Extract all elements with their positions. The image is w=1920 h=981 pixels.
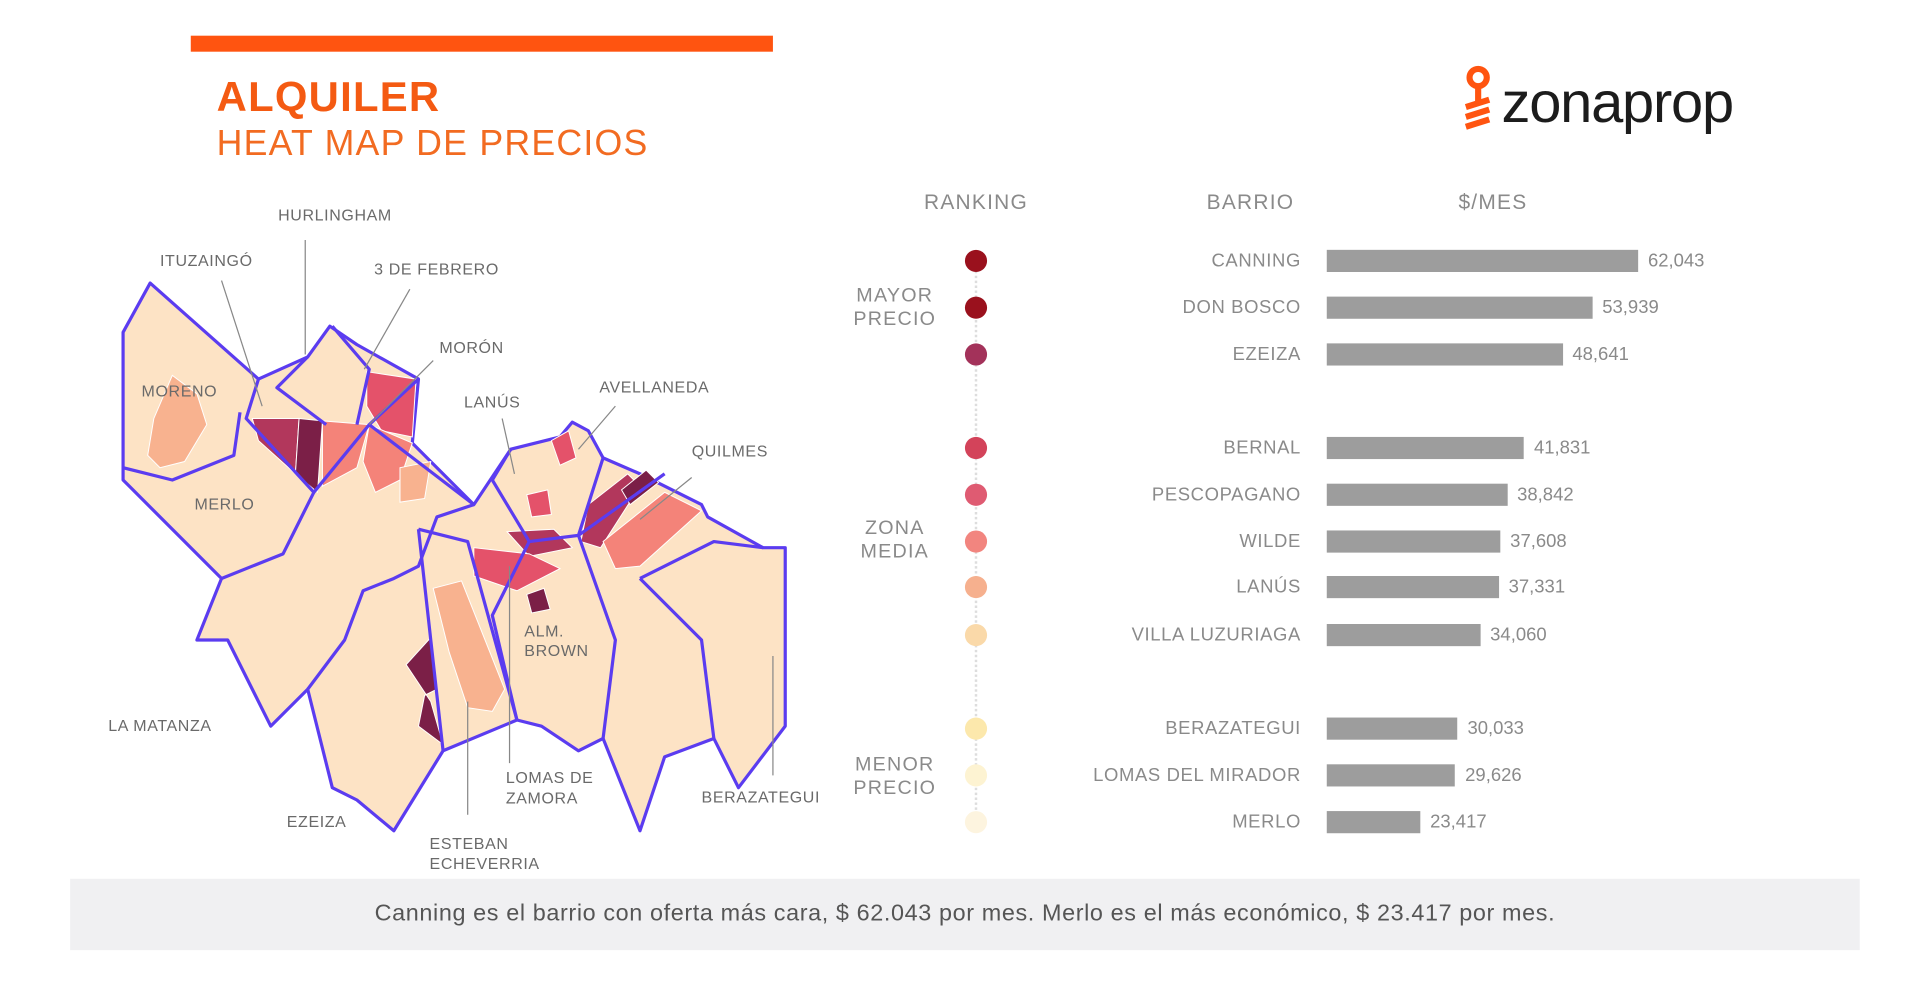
price-value: 53,939 [1602, 297, 1659, 319]
rank-dot [964, 717, 988, 740]
barrio-label: EZEIZA [1232, 344, 1301, 365]
summary-text: Canning es el barrio con oferta más cara… [374, 900, 1556, 927]
rank-dot [964, 343, 988, 366]
group-label-line: MAYOR [856, 285, 934, 307]
map-labels: HURLINGHAM ITUZAINGÓ 3 DE FEBRERO MORÓN … [108, 207, 821, 873]
zonaprop-logo: zonaprop [1462, 62, 1735, 141]
price-value: 23,417 [1430, 811, 1487, 833]
patch-lanus-small [526, 489, 552, 518]
patch-hurlingham [294, 417, 323, 494]
label-ezeiza: EZEIZA [287, 814, 347, 831]
label-lanus: LANÚS [464, 392, 520, 411]
barrio-label: PESCOPAGANO [1151, 484, 1301, 506]
district-borders [122, 325, 764, 751]
group-label-zona-media: ZONA MEDIA [833, 517, 956, 564]
header-barrio: BARRIO [1206, 190, 1295, 215]
rank-dot [964, 483, 988, 506]
price-value: 37,608 [1510, 531, 1567, 553]
label-alm-brown: ALM. [524, 623, 564, 640]
price-value: 37,331 [1508, 576, 1566, 598]
label-3-de-febrero: 3 DE FEBRERO [374, 261, 499, 278]
logo-text: zonaprop [1501, 68, 1735, 134]
leader-lines [220, 240, 774, 815]
price-bar [1326, 530, 1501, 553]
barrio-label: LOMAS DEL MIRADOR [1093, 764, 1301, 786]
price-bar [1326, 717, 1458, 740]
accent-bar [190, 35, 773, 52]
group-label-line: PRECIO [853, 777, 937, 799]
price-bar [1326, 343, 1563, 366]
price-bar [1326, 249, 1639, 273]
key-icon [1464, 65, 1491, 130]
group-label-line: PRECIO [853, 308, 937, 330]
barrio-label: LANÚS [1236, 576, 1301, 598]
barrio-label: BERAZATEGUI [1165, 718, 1301, 740]
barrio-label: MERLO [1232, 811, 1301, 833]
label-hurlingham: HURLINGHAM [278, 207, 392, 224]
label-alm-brown: BROWN [524, 643, 588, 660]
label-quilmes: QUILMES [692, 444, 768, 461]
patch-moreno [147, 374, 208, 469]
group-label-mayor-precio: MAYOR PRECIO [833, 284, 956, 331]
price-value: 30,033 [1467, 718, 1524, 740]
label-la-matanza: LA MATANZA [108, 718, 211, 735]
label-lomas-de-zamora: LOMAS DE [506, 770, 594, 787]
price-value: 41,831 [1533, 437, 1591, 459]
label-avellaneda: AVELLANEDA [599, 380, 709, 397]
patch-lanus-wine [506, 528, 574, 557]
barrio-label: BERNAL [1223, 437, 1301, 459]
patch-wilde [602, 491, 703, 570]
rank-dot [964, 249, 988, 273]
group-label-line: MENOR [855, 754, 935, 776]
price-value: 48,641 [1572, 344, 1629, 365]
header-price: $/MES [1458, 190, 1528, 215]
rank-dot [964, 436, 988, 460]
price-value: 29,626 [1465, 764, 1522, 786]
price-bar [1326, 764, 1456, 787]
label-merlo: MERLO [194, 497, 254, 514]
barrio-label: WILDE [1239, 531, 1301, 553]
label-moreno: MORENO [142, 383, 218, 400]
label-moron: MORÓN [439, 338, 503, 357]
price-bar [1326, 296, 1593, 319]
page-title: ALQUILER [216, 73, 441, 121]
group-label-menor-precio: MENOR PRECIO [833, 753, 956, 800]
price-bar [1326, 436, 1525, 460]
price-bar [1326, 624, 1481, 647]
price-value: 62,043 [1647, 250, 1705, 272]
patch-echeverria-peach [432, 580, 506, 712]
patch-lomas-dark [526, 587, 551, 614]
price-bar [1326, 483, 1508, 506]
price-bar [1326, 811, 1421, 834]
label-berazategui: BERAZATEGUI [702, 789, 821, 806]
label-lomas-de-zamora: ZAMORA [506, 791, 578, 808]
patch-avellaneda [550, 430, 577, 466]
rank-dot [964, 764, 988, 787]
header-ranking: RANKING [924, 190, 1028, 215]
rank-dot [964, 296, 988, 319]
label-ituzaingo: ITUZAINGÓ [160, 251, 253, 270]
label-esteban-echeverria: ECHEVERRIA [430, 856, 540, 873]
price-value: 38,842 [1517, 484, 1574, 506]
rank-dot [964, 530, 988, 553]
rank-dot [964, 811, 988, 834]
rank-dot [964, 576, 988, 599]
group-label-line: MEDIA [860, 541, 930, 563]
rank-dot [964, 624, 988, 647]
barrio-label: CANNING [1211, 250, 1301, 272]
page-subtitle: HEAT MAP DE PRECIOS [216, 124, 649, 164]
summary-banner: Canning es el barrio con oferta más cara… [70, 878, 1860, 951]
group-label-line: ZONA [864, 518, 925, 540]
price-value: 34,060 [1490, 624, 1547, 646]
barrio-label: VILLA LUZURIAGA [1131, 624, 1301, 646]
barrio-label: DON BOSCO [1182, 297, 1301, 319]
price-bar [1326, 576, 1499, 599]
label-esteban-echeverria: ESTEBAN [430, 836, 509, 853]
